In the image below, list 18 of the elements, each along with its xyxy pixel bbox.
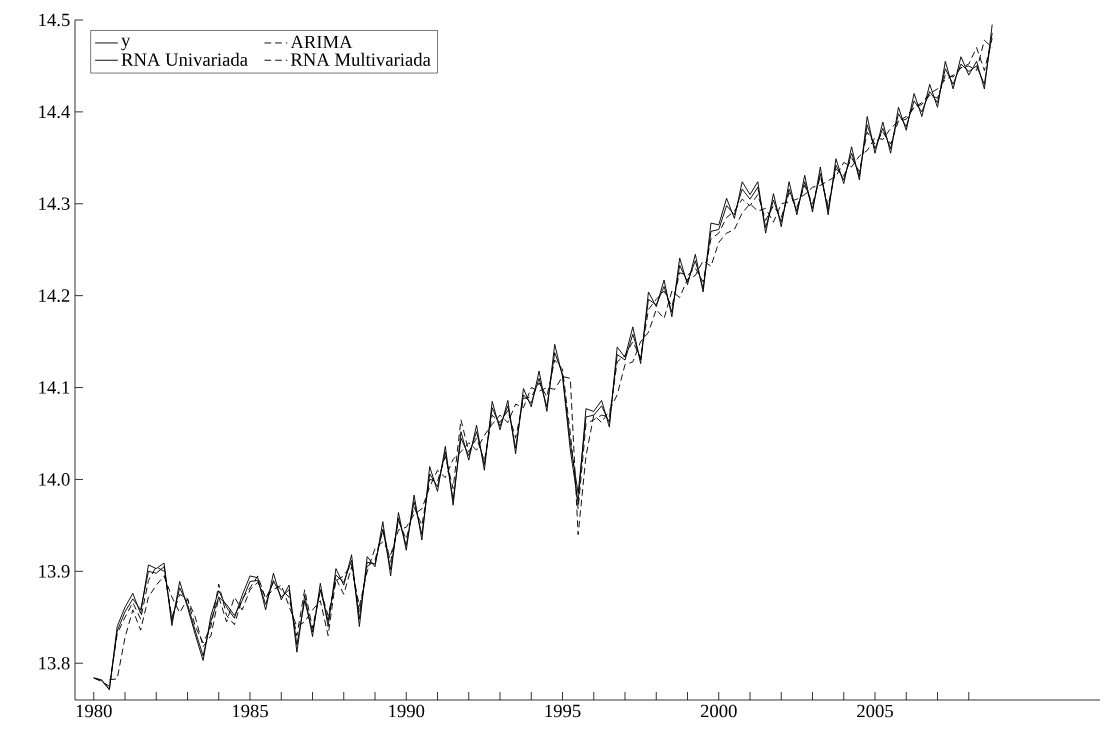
legend-label: ARIMA [290, 35, 353, 49]
x-tick-label: 1985 [232, 704, 268, 718]
y-tick-label: 13.8 [39, 656, 70, 670]
legend-label: RNA Univariada [121, 52, 248, 66]
y-tick-label: 14.2 [39, 289, 70, 302]
x-tick-label: 2005 [857, 704, 893, 718]
y-tick-label: 14.4 [39, 105, 71, 119]
legend-label: y [121, 37, 131, 51]
x-tick-label: 1990 [389, 704, 425, 718]
y-tick-label: 14.3 [39, 197, 70, 211]
y-tick-label: 14.0 [39, 473, 70, 486]
y-tick-label: 13.9 [39, 565, 70, 578]
y-tick-label: 14.5 [39, 13, 70, 27]
x-tick-label: 1980 [76, 704, 112, 718]
y-tick-label: 14.1 [39, 381, 70, 394]
legend-label: RNA Multivariada [290, 52, 431, 66]
x-tick-label: 2000 [700, 704, 737, 718]
x-tick-label: 1995 [545, 704, 581, 718]
